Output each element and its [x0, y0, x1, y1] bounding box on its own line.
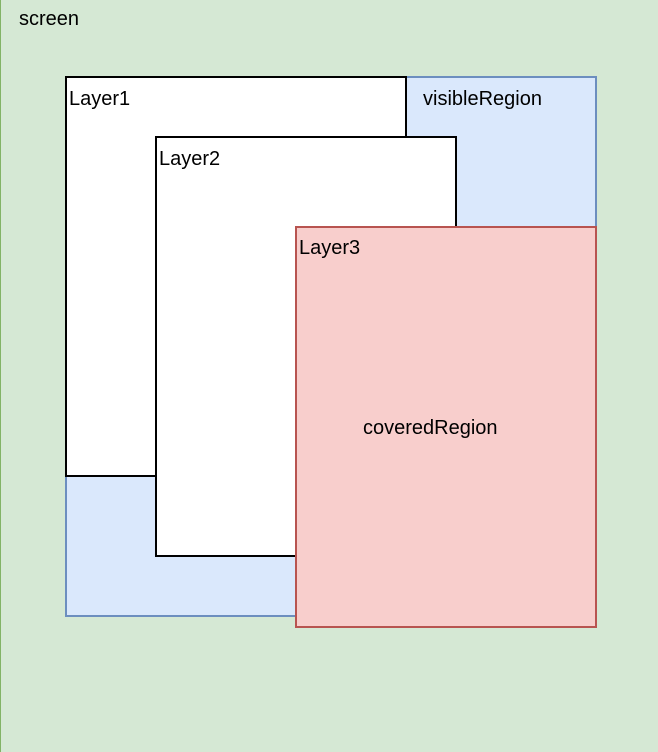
layer3-box [295, 226, 597, 628]
layer2-label: Layer2 [159, 148, 221, 170]
screen-label: screen [19, 8, 80, 30]
covered-region-label: coveredRegion [363, 417, 498, 439]
layer1-label: Layer1 [69, 88, 131, 110]
visible-region-label: visibleRegion [423, 88, 542, 110]
layer3-label: Layer3 [299, 237, 361, 259]
